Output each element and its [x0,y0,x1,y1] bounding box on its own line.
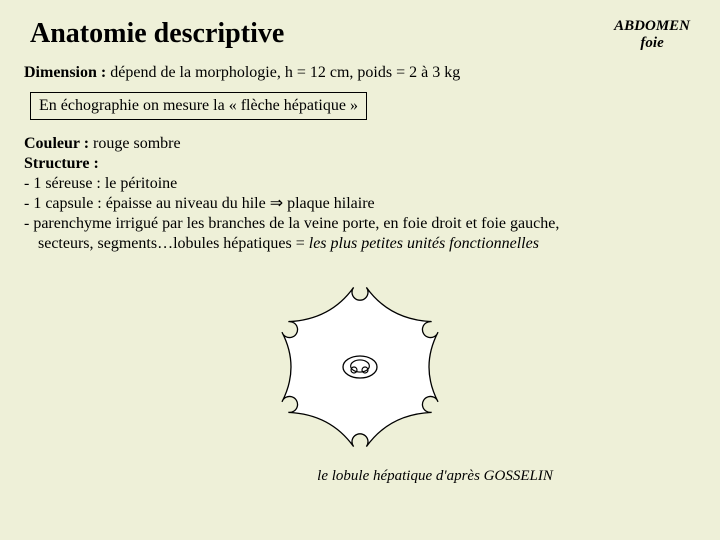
bullet-3a: - parenchyme irrigué par les branches de… [24,214,696,234]
structure-label: Structure : [24,154,696,174]
dimension-text: dépend de la morphologie, h = 12 cm, poi… [106,64,460,81]
lobule-diagram: le lobule hépatique d'après GOSSELIN [24,262,696,485]
bullet-3b-italic: les plus petites unités fonctionnelles [309,235,539,252]
color-line: Couleur : rouge sombre [24,134,696,154]
dimension-line: Dimension : dépend de la morphologie, h … [24,64,696,82]
bullet-2-post: plaque hilaire [283,195,375,212]
section-corner: ABDOMEN foie [614,18,696,52]
corner-organ: foie [614,35,690,52]
boxed-note: En échographie on mesure la « flèche hép… [30,92,367,120]
lobule-svg [210,262,510,462]
bullet-2: - 1 capsule : épaisse au niveau du hile … [24,194,696,214]
page-title: Anatomie descriptive [24,18,284,50]
color-label: Couleur : [24,135,89,152]
corner-region: ABDOMEN [614,18,690,35]
bullet-3b: secteurs, segments…lobules hépatiques = … [24,234,696,254]
figure-caption: le lobule hépatique d'après GOSSELIN [24,468,696,485]
bullet-1: - 1 séreuse : le péritoine [24,174,696,194]
arrow-icon: ⇒ [270,195,283,212]
bullet-2-pre: - 1 capsule : épaisse au niveau du hile [24,195,270,212]
body-text-block: Couleur : rouge sombre Structure : - 1 s… [24,134,696,254]
dimension-label: Dimension : [24,64,106,81]
color-text: rouge sombre [89,135,181,152]
bullet-3b-plain: secteurs, segments…lobules hépatiques = [38,235,309,252]
